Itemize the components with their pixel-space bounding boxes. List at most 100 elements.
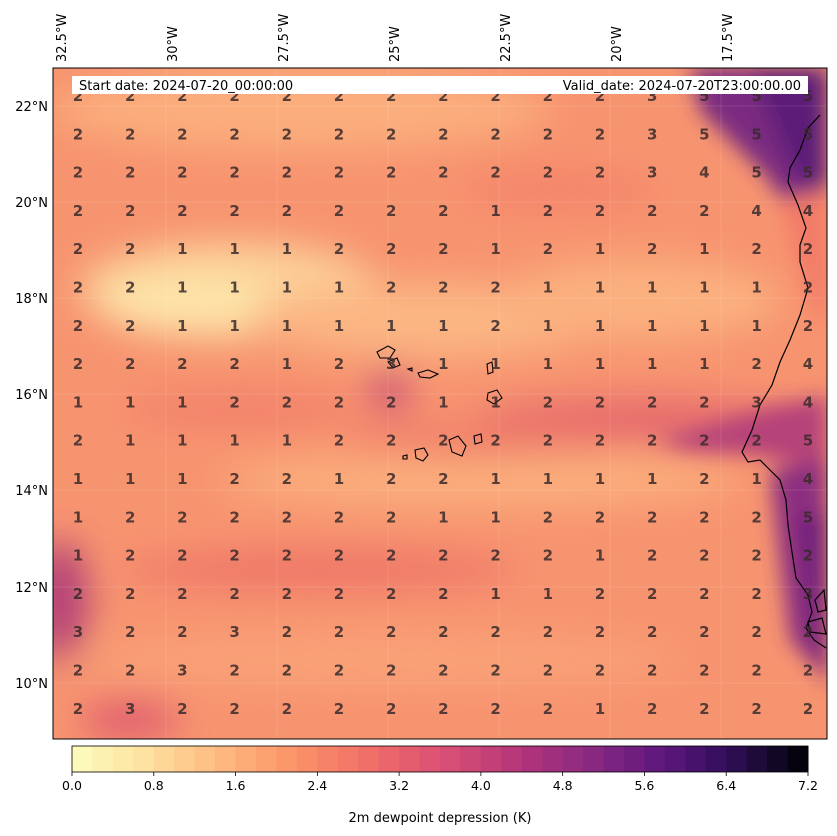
lat-label-16n: 16°N	[15, 388, 48, 403]
grid-value: 1	[73, 508, 83, 526]
grid-value: 2	[543, 240, 553, 258]
grid-value: 2	[386, 700, 396, 718]
colorbar-cell	[746, 746, 768, 772]
grid-value: 2	[386, 662, 396, 680]
colorbar-cell	[664, 746, 686, 772]
grid-value: 2	[229, 547, 239, 565]
colorbar-cells	[72, 746, 809, 772]
grid-value: 2	[386, 470, 396, 488]
grid-value: 1	[751, 470, 761, 488]
grid-value: 1	[334, 279, 344, 297]
grid-value: 2	[125, 125, 135, 143]
grid-value: 2	[73, 662, 83, 680]
grid-value: 2	[386, 623, 396, 641]
colorbar-cell	[92, 746, 114, 772]
grid-value: 2	[751, 623, 761, 641]
colorbar-cell	[460, 746, 482, 772]
grid-value: 2	[438, 585, 448, 603]
lon-label-32-5w: 32.5°W	[55, 14, 70, 62]
grid-value: 4	[751, 202, 761, 220]
grid-value: 2	[647, 240, 657, 258]
grid-value: 2	[595, 623, 605, 641]
lat-label-14n: 14°N	[15, 484, 48, 499]
grid-value: 2	[438, 279, 448, 297]
colorbar-cell	[276, 746, 298, 772]
colorbar-cell	[685, 746, 707, 772]
grid-value: 1	[73, 393, 83, 411]
grid-value: 3	[125, 700, 135, 718]
coastline	[741, 114, 827, 649]
grid-value: 2	[386, 585, 396, 603]
grid-value: 1	[490, 393, 500, 411]
grid-value: 1	[177, 240, 187, 258]
grid-value: 5	[699, 87, 709, 105]
colorbar-tick-label: 4.0	[471, 778, 491, 793]
grid-value: 1	[177, 470, 187, 488]
grid-value: 2	[334, 508, 344, 526]
grid-value: 2	[438, 662, 448, 680]
grid-value: 1	[595, 470, 605, 488]
grid-value: 1	[595, 700, 605, 718]
grid-value: 2	[490, 164, 500, 182]
colorbar-tick-label: 1.6	[226, 778, 246, 793]
grid-value-edge: 4	[803, 355, 813, 373]
grid-value: 2	[73, 164, 83, 182]
grid-value: 2	[647, 202, 657, 220]
grid-value: 2	[386, 393, 396, 411]
grid-value: 1	[595, 355, 605, 373]
grid-value-edge: 2	[803, 700, 813, 718]
colorbar-cell	[256, 746, 277, 772]
grid-value: 3	[647, 164, 657, 182]
grid-value: 2	[490, 279, 500, 297]
grid-value: 2	[177, 508, 187, 526]
grid-value: 2	[73, 125, 83, 143]
grid-value: 2	[125, 662, 135, 680]
grid-value: 2	[282, 585, 292, 603]
grid-value: 2	[595, 662, 605, 680]
grid-value-edge: 5	[803, 125, 813, 143]
latitude-labels: 22°N 20°N 18°N 16°N 14°N 12°N 10°N	[15, 100, 48, 692]
grid-value-edge: 5	[803, 164, 813, 182]
grid-value: 2	[543, 662, 553, 680]
grid-value: 2	[177, 547, 187, 565]
grid-value: 2	[751, 547, 761, 565]
grid-value: 2	[490, 87, 500, 105]
grid-value: 1	[438, 393, 448, 411]
grid-value: 1	[543, 470, 553, 488]
grid-value: 1	[595, 317, 605, 335]
grid-value-edge: 5	[803, 87, 813, 105]
grid-value: 2	[334, 623, 344, 641]
grid-value: 2	[282, 87, 292, 105]
grid-value: 2	[595, 432, 605, 450]
grid-value: 2	[73, 279, 83, 297]
grid-value: 2	[334, 662, 344, 680]
grid-value: 2	[543, 125, 553, 143]
lon-label-30w: 30°W	[166, 26, 181, 62]
grid-value: 1	[490, 240, 500, 258]
grid-value: 2	[334, 164, 344, 182]
grid-value: 1	[699, 355, 709, 373]
grid-value-edge: 3	[803, 585, 813, 603]
grid-value: 2	[699, 432, 709, 450]
colorbar-cell	[358, 746, 380, 772]
grid-value: 2	[282, 125, 292, 143]
grid-value: 1	[647, 355, 657, 373]
colorbar-cell	[644, 746, 666, 772]
grid-value: 2	[334, 355, 344, 373]
grid-value: 2	[595, 87, 605, 105]
grid-value: 2	[438, 700, 448, 718]
grid-value: 1	[282, 279, 292, 297]
grid-value: 2	[490, 432, 500, 450]
lat-label-18n: 18°N	[15, 292, 48, 307]
grid-value: 2	[543, 508, 553, 526]
grid-value: 2	[229, 700, 239, 718]
grid-value: 2	[543, 87, 553, 105]
grid-value: 2	[73, 700, 83, 718]
grid-value: 1	[386, 317, 396, 335]
grid-value: 3	[177, 662, 187, 680]
grid-value: 2	[125, 279, 135, 297]
grid-value: 2	[229, 125, 239, 143]
grid-value: 1	[438, 355, 448, 373]
colorbar-cell	[112, 746, 134, 772]
